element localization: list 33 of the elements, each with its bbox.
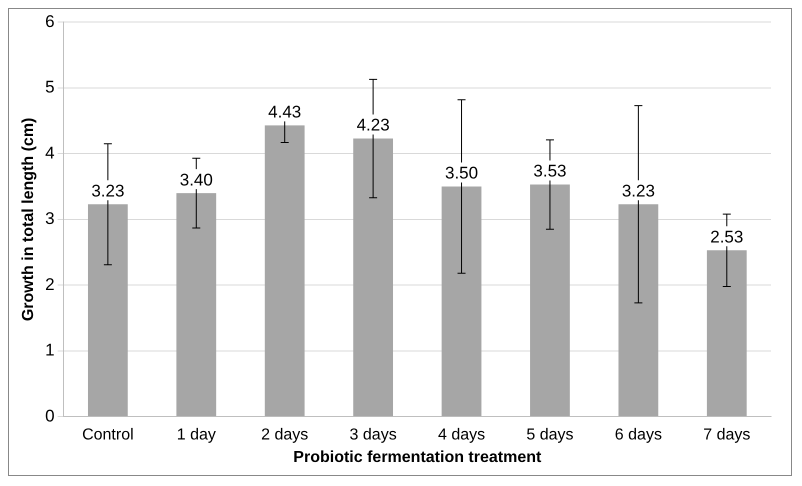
x-tick-label: 2 days (261, 426, 308, 444)
data-label: 4.43 (268, 102, 302, 122)
x-tick-label: 6 days (614, 426, 662, 444)
bar (618, 204, 658, 416)
data-label: 3.40 (180, 170, 213, 190)
y-tick-label: 2 (45, 274, 55, 294)
bar (442, 186, 482, 416)
data-label: 3.23 (622, 181, 655, 200)
y-tick-label: 3 (45, 209, 55, 228)
x-tick-label: Control (82, 426, 134, 444)
x-tick-label: 7 days (703, 426, 750, 444)
y-axis-title: Growth in total length (cm) (20, 118, 38, 322)
y-tick-label: 5 (45, 78, 55, 97)
x-tick-label: 1 day (176, 426, 216, 444)
data-label: 4.23 (356, 116, 390, 135)
bar (264, 125, 305, 416)
data-label: 3.23 (91, 181, 124, 200)
bar (176, 193, 216, 416)
data-label: 3.53 (533, 162, 566, 181)
x-axis-title: Probiotic fermentation treatment (293, 448, 542, 466)
y-tick-label: 1 (45, 340, 55, 360)
bar (706, 250, 747, 416)
y-tick-label: 0 (45, 406, 55, 426)
bar (88, 204, 128, 416)
data-label: 3.50 (444, 164, 478, 183)
x-tick-label: 5 days (526, 426, 574, 444)
bar (530, 184, 570, 416)
y-tick-label: 4 (45, 143, 55, 162)
x-tick-label: 3 days (350, 426, 397, 444)
data-label: 2.53 (710, 227, 744, 246)
x-tick-label: 4 days (438, 426, 486, 444)
y-tick-label: 6 (45, 12, 55, 31)
bar (353, 138, 394, 416)
